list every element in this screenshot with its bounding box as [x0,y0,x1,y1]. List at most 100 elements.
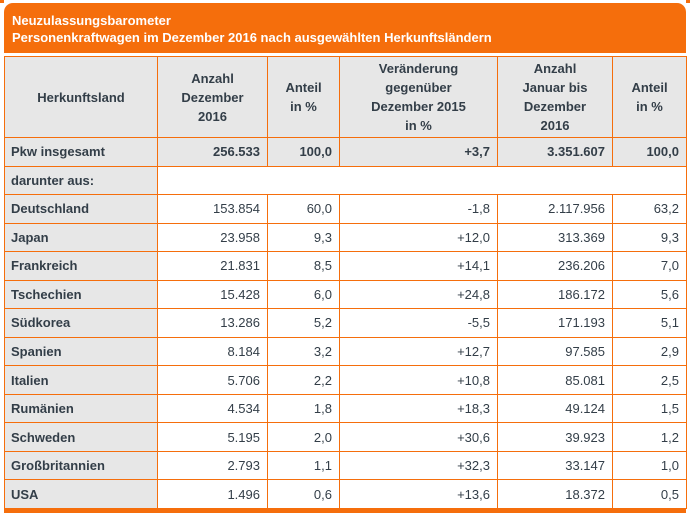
cell: +3,7 [339,137,498,167]
cell: 1.496 [157,479,268,509]
table-row: Frankreich 21.831 8,5 +14,1 236.206 7,0 [4,251,687,281]
row-label: Deutschland [4,194,158,224]
row-label: Schweden [4,422,158,452]
table-row: Italien 5.706 2,2 +10,8 85.081 2,5 [4,365,687,395]
cell: 256.533 [157,137,268,167]
cell: 33.147 [497,450,613,481]
cell: 4.534 [157,393,268,424]
cell: 171.193 [497,308,613,338]
cell: 39.923 [497,422,613,452]
row-label: Tschechien [4,279,158,310]
cell: 3,2 [267,336,340,367]
cell: +24,8 [339,279,498,310]
cell: 8.184 [157,336,268,367]
cell: 5.195 [157,422,268,452]
row-label: Japan [4,222,158,253]
cell: 9,3 [267,222,340,253]
widget-header: Neuzulassungsbarometer Personenkraftwage… [4,3,686,53]
cell: 18.372 [497,479,613,509]
cell: 1,5 [612,393,687,424]
column-header-herkunftsland: Herkunftsland [4,56,158,138]
cell: 100,0 [267,137,340,167]
table-row: Deutschland 153.854 60,0 -1,8 2.117.956 63,2 [4,194,687,224]
row-label: Großbritannien [4,450,158,481]
section-row: darunter aus: [4,165,687,196]
section-label: darunter aus: [4,165,158,196]
table-body: Pkw insgesamt 256.533 100,0 +3,7 3.351.607 10… [4,137,687,509]
cell: +13,6 [339,479,498,509]
row-label: Pkw insgesamt [4,137,158,167]
table-header-row: Herkunftsland Anzahl Dezember 2016 Antei… [4,56,687,138]
cell: 1,2 [612,422,687,452]
table-row: Rumänien 4.534 1,8 +18,3 49.124 1,5 [4,393,687,424]
cell: 2,2 [267,365,340,395]
total-row: Pkw insgesamt 256.533 100,0 +3,7 3.351.607 10… [4,137,687,167]
table-row: Tschechien 15.428 6,0 +24,8 186.172 5,6 [4,279,687,310]
cell: +12,7 [339,336,498,367]
table-row: Spanien 8.184 3,2 +12,7 97.585 2,9 [4,336,687,367]
cell: 63,2 [612,194,687,224]
table-row: Japan 23.958 9,3 +12,0 313.369 9,3 [4,222,687,253]
widget-subtitle: Personenkraftwagen im Dezember 2016 nach… [12,30,492,45]
cell: 2.117.956 [497,194,613,224]
column-header-veraenderung: Veränderung gegenüber Dezember 2015 in % [339,56,498,138]
cell: +18,3 [339,393,498,424]
cell: +12,0 [339,222,498,253]
cell: 9,3 [612,222,687,253]
cell: -5,5 [339,308,498,338]
cell: 21.831 [157,251,268,281]
cell: 313.369 [497,222,613,253]
cell: +10,8 [339,365,498,395]
section-empty-cell [157,165,687,196]
row-label: Frankreich [4,251,158,281]
column-header-anzahl-jahr: Anzahl Januar bis Dezember 2016 [497,56,613,138]
row-label: Spanien [4,336,158,367]
cell: 6,0 [267,279,340,310]
column-header-anzahl-dezember: Anzahl Dezember 2016 [157,56,268,138]
column-header-anteil-2: Anteil in % [612,56,687,138]
cell: 1,0 [612,450,687,481]
table-row: USA 1.496 0,6 +13,6 18.372 0,5 [4,479,687,509]
cell: +32,3 [339,450,498,481]
cell: 7,0 [612,251,687,281]
table-bottom-border [4,509,686,513]
row-label: Südkorea [4,308,158,338]
cell: 23.958 [157,222,268,253]
registrations-table: Herkunftsland Anzahl Dezember 2016 Antei… [4,56,687,509]
table-row: Schweden 5.195 2,0 +30,6 39.923 1,2 [4,422,687,452]
cell: 0,6 [267,479,340,509]
cell: 2,9 [612,336,687,367]
cell: 153.854 [157,194,268,224]
cell: 1,1 [267,450,340,481]
cell: 5,1 [612,308,687,338]
column-header-anteil-1: Anteil in % [267,56,340,138]
cell: 100,0 [612,137,687,167]
cell: +30,6 [339,422,498,452]
cell: 5.706 [157,365,268,395]
cell: 1,8 [267,393,340,424]
cell: 5,6 [612,279,687,310]
cell: -1,8 [339,194,498,224]
table-row: Großbritannien 2.793 1,1 +32,3 33.147 1,0 [4,450,687,481]
cell: 13.286 [157,308,268,338]
cell: 15.428 [157,279,268,310]
cell: 236.206 [497,251,613,281]
row-label: Italien [4,365,158,395]
frame-corner-left [0,0,4,3]
frame-corner-right [686,0,690,3]
cell: 8,5 [267,251,340,281]
cell: 186.172 [497,279,613,310]
cell: 3.351.607 [497,137,613,167]
row-label: USA [4,479,158,509]
cell: 49.124 [497,393,613,424]
table-row: Südkorea 13.286 5,2 -5,5 171.193 5,1 [4,308,687,338]
cell: 2.793 [157,450,268,481]
cell: 2,5 [612,365,687,395]
cell: +14,1 [339,251,498,281]
cell: 0,5 [612,479,687,509]
widget-title: Neuzulassungsbarometer [12,13,171,28]
cell: 97.585 [497,336,613,367]
cell: 5,2 [267,308,340,338]
cell: 60,0 [267,194,340,224]
